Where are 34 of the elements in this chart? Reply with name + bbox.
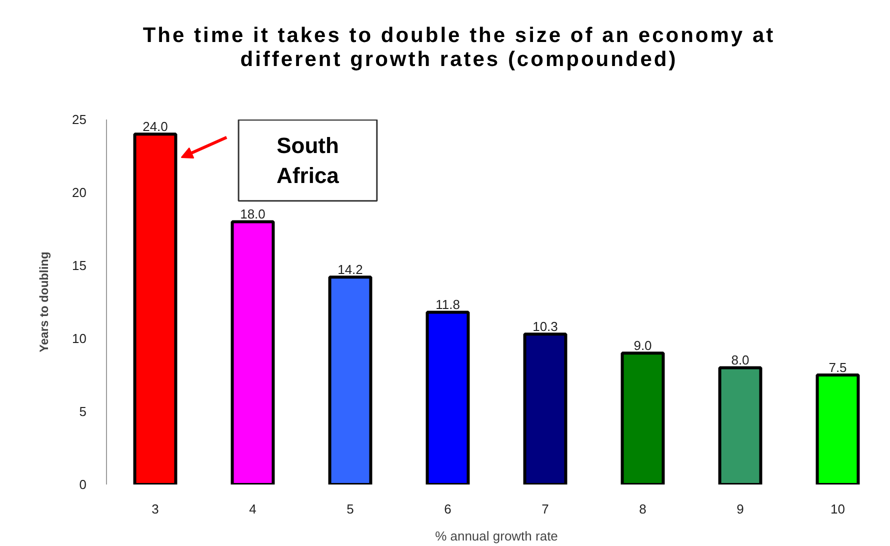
y-tick-label: 10: [72, 331, 87, 346]
data-label: 8.0: [731, 352, 750, 368]
bar: [230, 220, 275, 484]
y-axis-title: Years to doubling: [37, 252, 52, 352]
chart-title: The time it takes to double the size of an economy at different growth rates (compounded): [142, 23, 776, 72]
y-tick-label: 25: [72, 112, 87, 127]
bar: [133, 132, 178, 484]
data-label: 24.0: [142, 119, 168, 134]
y-tick-label: 15: [72, 258, 87, 273]
y-tick-label: 20: [72, 185, 87, 200]
data-label: 9.0: [634, 338, 652, 354]
x-tick-label: 5: [346, 502, 354, 516]
bar: [328, 276, 372, 484]
data-label: 18.0: [240, 206, 266, 222]
bar: [718, 366, 762, 484]
x-axis-title: % annual growth rate: [435, 528, 558, 544]
x-tick-label: 8: [639, 502, 646, 516]
y-tick-label: 5: [79, 404, 87, 419]
data-label: 10.3: [532, 319, 558, 334]
bar: [523, 332, 568, 484]
bar: [426, 310, 470, 484]
bar: [620, 352, 665, 484]
x-tick-label: 4: [249, 502, 256, 516]
y-tick-label: 0: [79, 477, 87, 492]
x-tick-label: 6: [444, 502, 452, 516]
data-label: 14.2: [338, 262, 363, 278]
x-tick-label: 9: [736, 502, 744, 516]
annotation: South Africa: [276, 132, 340, 188]
data-label: 11.8: [436, 297, 460, 312]
bar: [816, 374, 860, 484]
data-label: 7.5: [828, 360, 847, 375]
x-tick-label: 10: [830, 502, 845, 516]
x-tick-label: 3: [152, 502, 159, 516]
x-tick-label: 7: [542, 502, 549, 516]
